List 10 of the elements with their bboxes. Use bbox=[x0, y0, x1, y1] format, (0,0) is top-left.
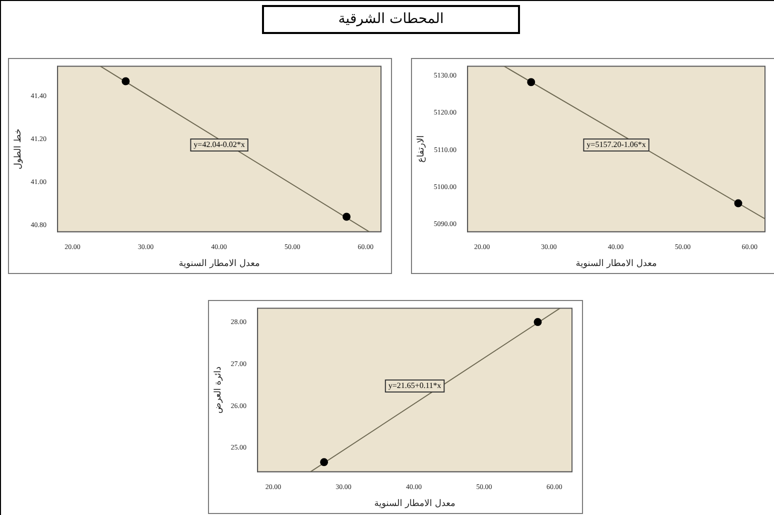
x-axis-title: معدل الامطار السنوية bbox=[178, 258, 260, 269]
y-axis-title: دائرة العرض bbox=[214, 366, 224, 414]
annotation: y=21.65+0.11*x bbox=[388, 381, 442, 390]
annotation: y=42.04-0.02*x bbox=[194, 140, 245, 150]
y-axis-title: الارتفاع bbox=[416, 135, 427, 163]
x-axis-title: معدل الامطار السنوية bbox=[374, 498, 456, 509]
y-axis-title: خط الطول bbox=[14, 128, 24, 170]
chart-title: المحطات الشرقية bbox=[262, 5, 520, 34]
annotation: y=5157.20-1.06*x bbox=[586, 140, 646, 150]
x-axis-title: معدل الامطار السنوية bbox=[576, 258, 657, 269]
